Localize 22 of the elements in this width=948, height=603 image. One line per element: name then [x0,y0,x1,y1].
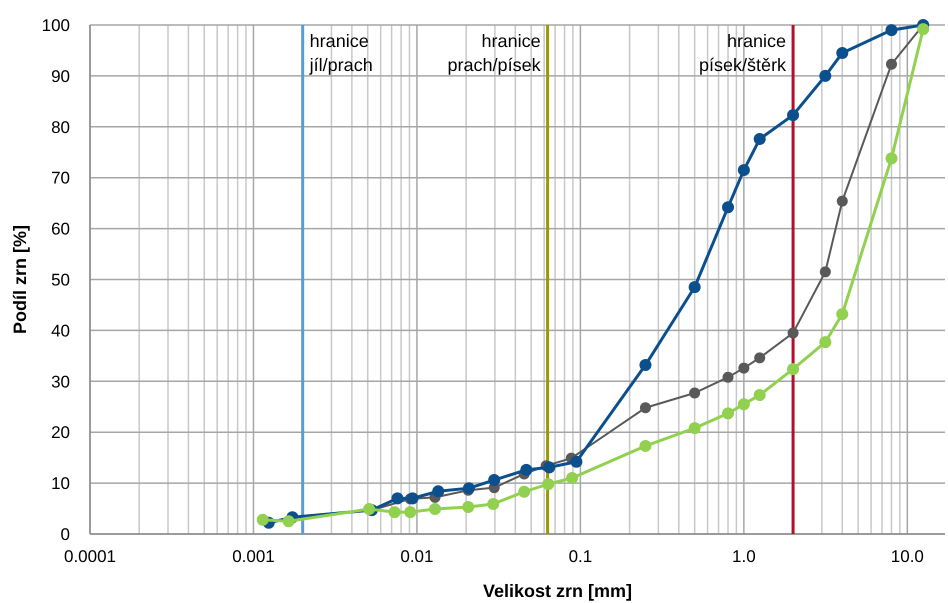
x-tick-label: 0.01 [400,547,434,566]
ref-line-label: hranice prach/písek [448,31,542,75]
x-tick-label: 0.0001 [64,547,116,566]
x-axis-title: Velikost zrn [mm] [482,581,632,601]
y-tick-label: 10 [51,474,70,494]
x-tick-label: 10.0 [890,547,924,566]
x-tick-label: 0.1 [568,547,592,566]
y-tick-label: 70 [51,168,70,188]
x-tick-label: 0.001 [232,547,275,566]
y-tick-label: 40 [51,321,70,340]
y-tick-label: 90 [51,66,70,86]
ref-line-label: hranice jíl/prach [308,31,373,75]
y-tick-label: 100 [42,16,70,35]
y-tick-label: 50 [51,270,70,290]
x-tick-label: 1.0 [732,547,756,566]
y-tick-label: 60 [51,220,70,239]
y-tick-label: 30 [51,372,70,392]
ref-line-label: hranice písek/štěrk [699,31,788,75]
y-tick-label: 0 [60,525,70,544]
y-axis-title: Podíl zrn [%] [10,225,30,334]
y-tick-label: 20 [51,423,70,442]
y-tick-label: 80 [51,118,70,137]
